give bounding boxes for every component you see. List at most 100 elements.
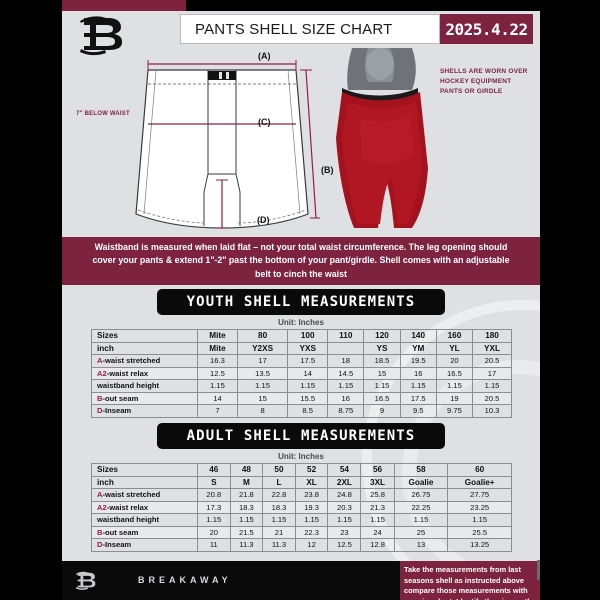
table-cell: 16.3	[197, 354, 238, 368]
row-label: B-out seam	[91, 525, 198, 539]
row-label: Sizes	[91, 329, 198, 343]
table-cell: 12.5	[327, 538, 362, 552]
table-cell: 180	[472, 329, 512, 343]
table-row: D-Inseam 7 8 8.5 8.75 9 9.5 9.75 10.3	[91, 404, 512, 418]
row-label-marker: D	[97, 406, 103, 415]
table-cell: 19.5	[399, 354, 437, 368]
footer-note: Take the measurements from last seasons …	[404, 565, 536, 600]
table-cell: 20	[197, 525, 231, 539]
table-cell: 1.15	[435, 379, 474, 393]
row-label: A2-waist relax	[91, 500, 198, 514]
row-label: inch	[91, 341, 198, 355]
table-row: Sizes 46 48 50 52 54 56 58 60	[91, 463, 512, 477]
table-cell: 23.8	[294, 488, 329, 502]
table-cell: 14	[197, 391, 238, 405]
measurement-note-banner: Waistband is measured when laid flat – n…	[62, 237, 540, 285]
table-cell: 9.5	[399, 404, 437, 418]
table-cell: 23	[327, 525, 362, 539]
table-cell: 1.15	[197, 379, 238, 393]
youth-measurements-table: Sizes Mite 80 100 110 120 140 160 180 inch Mite Y2X…	[91, 329, 512, 418]
table-cell: 11	[197, 538, 231, 552]
table-cell: 56	[360, 463, 395, 477]
breakaway-b-logo-icon	[80, 16, 122, 56]
table-cell: 21.5	[229, 525, 264, 539]
table-cell: 25	[393, 525, 449, 539]
date-badge: 2025.4.22	[440, 14, 533, 44]
table-cell: 12	[294, 538, 329, 552]
table-cell: 17.3	[197, 500, 231, 514]
table-cell: 1.15	[229, 513, 264, 527]
table-row: A-waist stretched 20.8 21.8 22.8 23.8 24.8 25.…	[91, 488, 512, 502]
scrollbar-thumb[interactable]	[537, 560, 540, 580]
table-cell: 7	[197, 404, 238, 418]
table-cell: 2XL	[327, 475, 362, 489]
below-waist-note: 7" BELOW WAIST	[76, 111, 130, 117]
table-cell: 80	[236, 329, 289, 343]
table-cell: 140	[399, 329, 437, 343]
table-cell: 1.15	[472, 379, 512, 393]
table-cell: 9.75	[435, 404, 474, 418]
table-cell: 8	[236, 404, 289, 418]
table-cell: 21	[262, 525, 296, 539]
youth-unit-label: Unit: Inches	[278, 318, 324, 327]
table-row: B-out seam 14 15 15.5 16 16.5 17.5 19 20.5	[91, 391, 512, 405]
adult-section-header: ADULT SHELL MEASUREMENTS Unit: Inches	[62, 423, 540, 461]
table-row: waistband height 1.15 1.15 1.15 1.15 1.15 1.15…	[91, 513, 512, 527]
diagram-label-d: (D)	[257, 215, 270, 225]
table-cell: 17	[472, 366, 512, 380]
table-cell: 18.3	[262, 500, 296, 514]
row-label: Sizes	[91, 463, 198, 477]
table-cell: 52	[294, 463, 329, 477]
table-cell: 8.5	[287, 404, 329, 418]
table-cell: 22.25	[393, 500, 449, 514]
table-cell: 23.25	[447, 500, 512, 514]
table-cell: 9	[363, 404, 401, 418]
adult-section-title: ADULT SHELL MEASUREMENTS	[156, 423, 446, 449]
table-cell: 3XL	[360, 475, 395, 489]
table-cell: 20	[435, 354, 474, 368]
table-cell: 16.5	[435, 366, 474, 380]
table-row: Sizes Mite 80 100 110 120 140 160 180	[91, 329, 512, 343]
table-row: inch Mite Y2XS YXS YS YM YL YXL	[91, 341, 512, 355]
table-cell: 20.8	[197, 488, 231, 502]
row-label: D-Inseam	[91, 538, 198, 552]
table-cell: 1.15	[287, 379, 329, 393]
diagram-label-a: (A)	[258, 51, 271, 61]
diagram-label-b: (B)	[321, 165, 334, 175]
table-cell: 1.15	[399, 379, 437, 393]
footer-brand-word: BREAKAWAY	[138, 575, 232, 585]
table-cell: Mite	[197, 329, 238, 343]
table-cell: 1.15	[327, 379, 365, 393]
table-cell: 60	[447, 463, 512, 477]
table-cell: 14.5	[327, 366, 365, 380]
table-cell: YXL	[472, 341, 512, 355]
table-row: D-Inseam 11 11.3 11.3 12 12.5 12.8 13 13.25	[91, 538, 512, 552]
row-label: waistband height	[91, 513, 198, 527]
row-label-marker: B	[97, 393, 103, 403]
top-accent-strip	[62, 0, 186, 11]
table-cell: 12.5	[197, 366, 238, 380]
row-label: waistband height	[91, 379, 198, 393]
breakaway-b-logo-icon	[75, 571, 96, 590]
table-cell: 1.15	[197, 513, 231, 527]
table-cell: 20.5	[472, 391, 512, 405]
table-cell: Goalie+	[447, 475, 512, 489]
table-cell: 15	[236, 391, 289, 405]
illustration-area: 7" BELOW WAIST	[62, 48, 540, 234]
table-cell: 14	[287, 366, 329, 380]
table-cell: 46	[197, 463, 231, 477]
page-footer: BREAKAWAY Take the measurements from las…	[62, 561, 540, 600]
adult-unit-label: Unit: Inches	[278, 452, 324, 461]
table-cell: 1.15	[447, 513, 512, 527]
table-cell: 25.8	[360, 488, 395, 502]
table-cell: YS	[363, 341, 401, 355]
table-cell: S	[197, 475, 231, 489]
row-label-marker: B	[97, 527, 103, 537]
table-cell: 160	[435, 329, 474, 343]
table-cell: 120	[363, 329, 401, 343]
table-cell: 18.3	[229, 500, 264, 514]
row-label: D-Inseam	[91, 404, 198, 418]
table-cell: Mite	[197, 341, 238, 355]
table-cell: 20.3	[327, 500, 362, 514]
table-cell: 12.8	[360, 538, 395, 552]
